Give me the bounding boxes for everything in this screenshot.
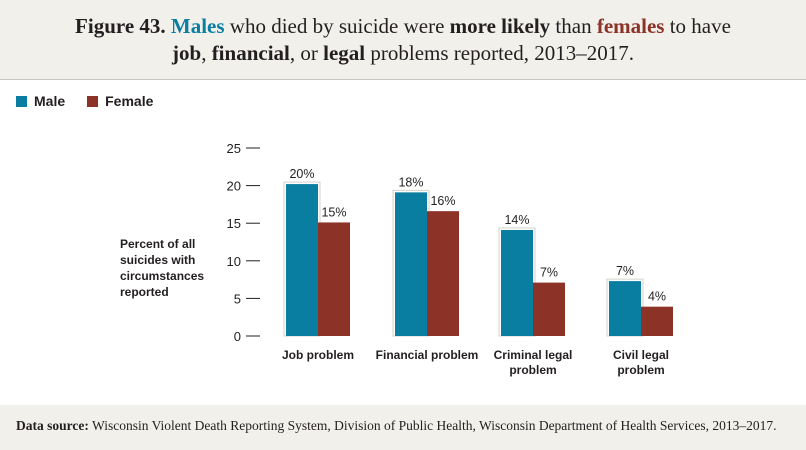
title-financial: financial (211, 41, 290, 65)
chart-title: Figure 43. Males who died by suicide wer… (0, 13, 806, 67)
title-text-5: problems reported, 2013–2017. (370, 41, 634, 65)
title-text-2: than (555, 14, 592, 38)
title-males: Males (170, 14, 225, 38)
title-text-1: who died by suicide were (229, 14, 445, 38)
legend-item-male: Male (16, 93, 65, 109)
data-source: Data source: Wisconsin Violent Death Rep… (16, 418, 777, 434)
footer-band (0, 405, 806, 450)
data-source-label: Data source: (16, 418, 89, 433)
title-text-4: , or (289, 41, 318, 65)
legend-swatch-female (87, 95, 99, 107)
legend-item-female: Female (87, 93, 153, 109)
title-job: job (172, 41, 202, 65)
y-axis-label-line: circumstances (120, 269, 205, 283)
title-legal: legal (323, 41, 366, 65)
legend-label-male: Male (34, 93, 66, 109)
legend-swatch-male (16, 95, 27, 107)
figure-number: Figure 43. (75, 14, 166, 38)
data-source-text: Wisconsin Violent Death Reporting System… (92, 418, 777, 433)
title-text-3: to have (669, 14, 731, 38)
legend-label-female: Female (105, 93, 154, 109)
legend: Male Female (16, 93, 175, 109)
y-axis-label: Percent of all suicides with circumstanc… (120, 236, 230, 300)
title-more-likely: more likely (449, 14, 551, 38)
title-females: females (596, 14, 665, 38)
title-band (0, 0, 806, 80)
y-axis-label-line: reported (120, 285, 169, 299)
title-comma: , (201, 41, 207, 65)
y-axis-label-line: Percent of all (120, 237, 196, 251)
y-axis-label-line: suicides with (120, 253, 196, 267)
